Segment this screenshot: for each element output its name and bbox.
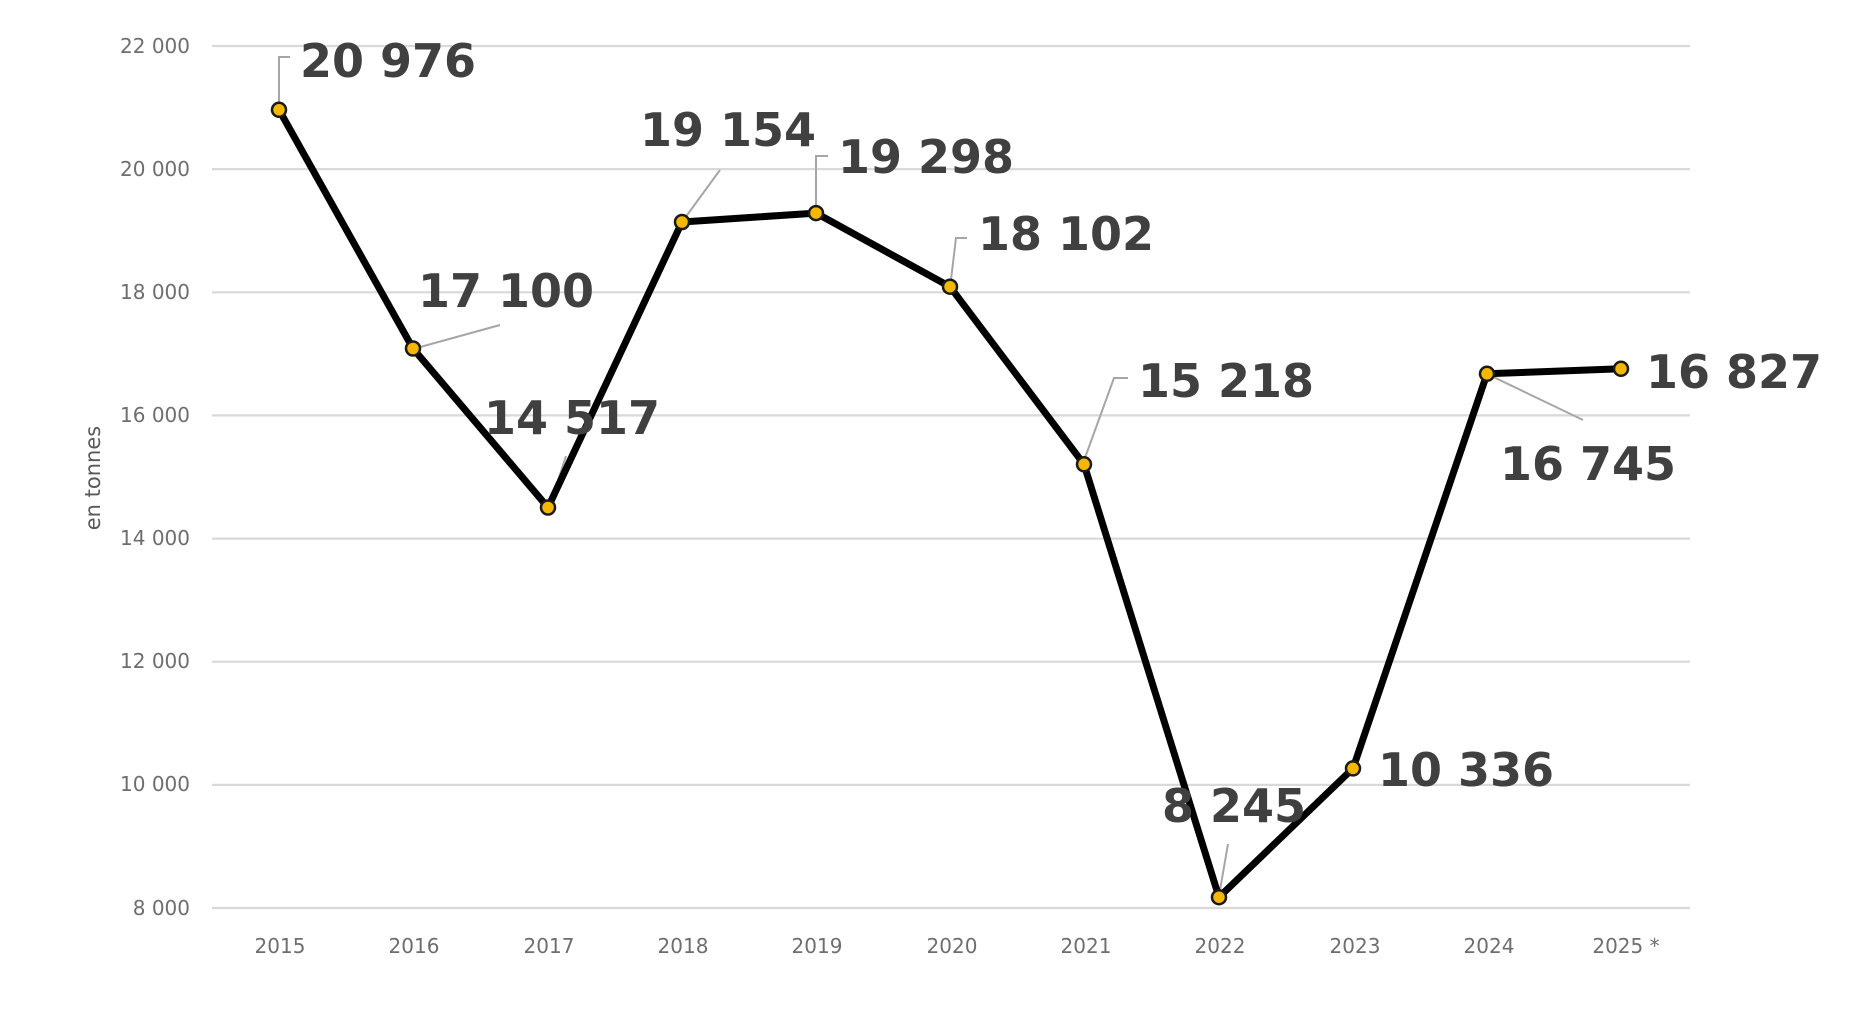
y-tick-label: 12 000	[120, 649, 190, 673]
y-tick-label: 20 000	[120, 157, 190, 181]
data-point-marker[interactable]	[1612, 360, 1630, 378]
y-tick-label: 8 000	[133, 896, 190, 920]
data-point-marker[interactable]	[539, 499, 557, 516]
x-tick-label: 2017	[524, 934, 575, 958]
x-axis: 2015 2016 2017 2018 2019 2020 2021 2022 …	[255, 934, 1660, 958]
data-point-marker[interactable]	[1344, 760, 1362, 777]
data-label-2025: 16 827	[1646, 345, 1822, 399]
x-tick-label: 2018	[658, 934, 709, 958]
data-markers	[270, 101, 1630, 906]
y-tick-label: 10 000	[120, 772, 190, 796]
x-tick-label: 2015	[255, 934, 306, 958]
y-axis-title: en tonnes	[81, 426, 105, 530]
data-label-2024: 16 745	[1500, 437, 1676, 491]
y-tick-label: 14 000	[120, 526, 190, 550]
data-label-2019: 19 298	[838, 130, 1014, 184]
data-label-2016: 17 100	[418, 264, 594, 318]
data-point-marker[interactable]	[673, 213, 691, 231]
x-tick-label: 2020	[927, 934, 978, 958]
data-point-marker[interactable]	[270, 101, 288, 119]
y-tick-label: 22 000	[120, 34, 190, 58]
x-tick-label: 2023	[1330, 934, 1381, 958]
data-label-2021: 15 218	[1138, 354, 1314, 408]
data-point-marker[interactable]	[404, 340, 422, 357]
data-point-marker[interactable]	[807, 204, 825, 222]
data-point-marker[interactable]	[1075, 456, 1093, 473]
y-tick-label: 16 000	[120, 403, 190, 427]
x-tick-label: 2022	[1195, 934, 1246, 958]
data-point-marker[interactable]	[1210, 888, 1228, 906]
data-label-2015: 20 976	[300, 34, 476, 88]
y-axis: 22 000 20 000 18 000 16 000 14 000 12 00…	[120, 34, 190, 920]
data-label-2022: 8 245	[1162, 779, 1306, 833]
data-point-marker[interactable]	[941, 278, 959, 295]
x-tick-label: 2024	[1464, 934, 1515, 958]
x-tick-label: 2016	[389, 934, 440, 958]
data-point-marker[interactable]	[1478, 365, 1496, 383]
x-tick-label: 2021	[1061, 934, 1112, 958]
data-labels: 20 976 17 100 14 517 19 154 19 298 18 10…	[300, 34, 1822, 833]
data-label-2017: 14 517	[484, 391, 660, 445]
x-tick-label: 2025 *	[1592, 934, 1659, 958]
y-tick-label: 18 000	[120, 280, 190, 304]
data-label-2020: 18 102	[978, 207, 1154, 261]
data-label-2023: 10 336	[1378, 743, 1554, 797]
x-tick-label: 2019	[792, 934, 843, 958]
data-label-2018: 19 154	[640, 103, 816, 157]
